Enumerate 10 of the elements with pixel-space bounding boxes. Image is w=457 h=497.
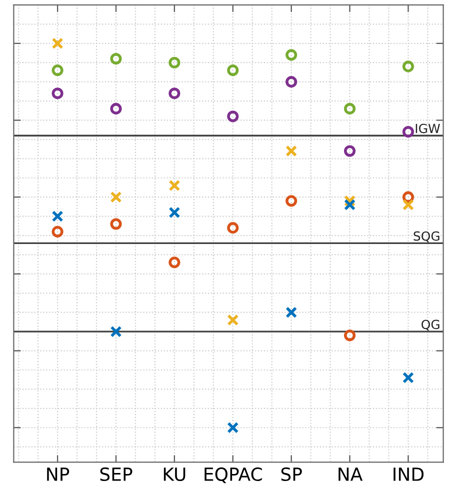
ref-line-label: QG (422, 320, 440, 331)
x-tick-label: SP (281, 467, 302, 482)
x-tick-label: EQPAC (204, 467, 262, 484)
x-tick-label: SEP (100, 467, 132, 482)
x-tick-label: KU (164, 468, 186, 482)
x-tick-label: NA (338, 468, 363, 481)
x-tick-label: IND (394, 468, 424, 481)
x-tick-label: NP (47, 468, 70, 481)
ref-line-label: IGW (416, 124, 440, 134)
ref-line-label: SQG (414, 231, 440, 242)
